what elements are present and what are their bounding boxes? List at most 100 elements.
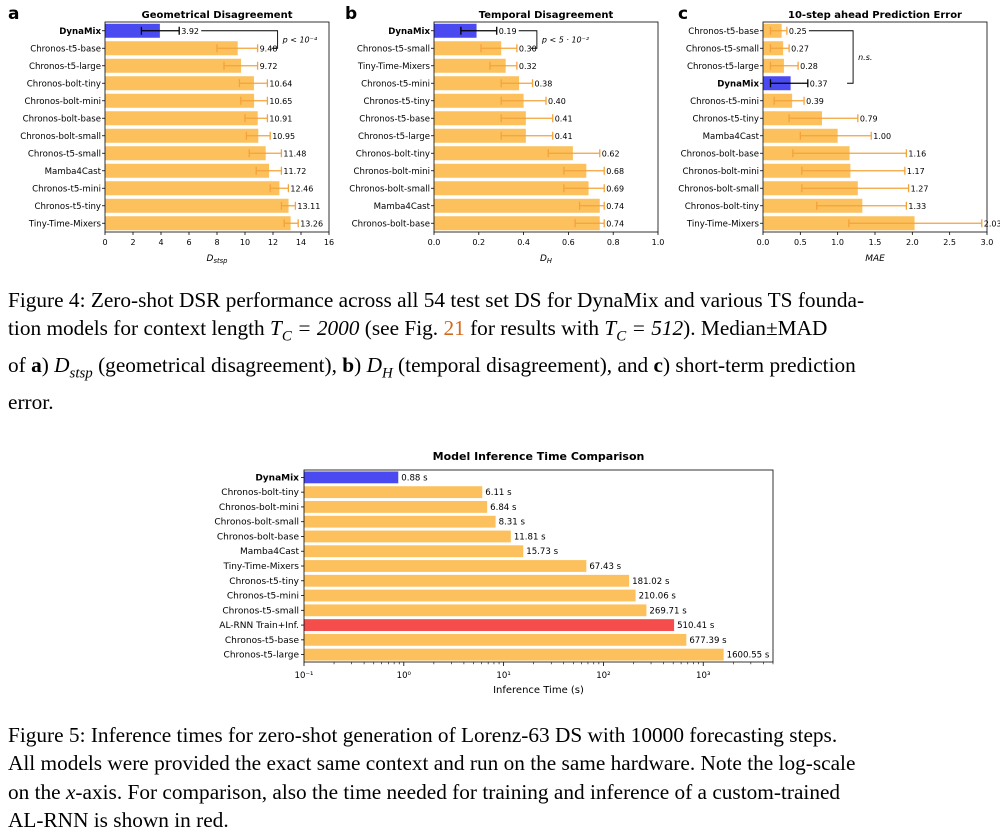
data-label: 6.11 s [485, 488, 512, 498]
axes-frame [303, 469, 774, 663]
data-label: 10.91 [269, 114, 292, 123]
data-label: 8.31 s [499, 518, 526, 528]
bar-chronos-bolt-small [434, 181, 589, 196]
bar-mamba4cast [105, 163, 270, 178]
data-label: 1600.55 s [727, 651, 770, 661]
data-label: 1.27 [911, 184, 929, 193]
data-label: 15.73 s [526, 547, 558, 557]
data-label: 0.38 [535, 79, 553, 88]
data-label: 0.88 s [401, 473, 428, 483]
figure-21-link[interactable]: 21 [443, 316, 465, 341]
data-label: 0.37 [810, 79, 828, 88]
category-label: Chronos-t5-base [359, 114, 430, 124]
x-axis-label: DH [540, 254, 552, 265]
data-label: 1.33 [908, 202, 926, 211]
category-label: Chronos-t5-tiny [229, 577, 299, 587]
significance-bracket [808, 30, 854, 84]
significance-annotation: n.s. [858, 53, 872, 62]
caption-text: tion models for context length [8, 316, 271, 341]
category-label: Chronos-t5-large [29, 62, 101, 72]
data-label: 269.71 s [649, 606, 687, 616]
x-tick-label: 14 [296, 238, 306, 247]
x-tick-label: 8 [214, 238, 219, 247]
bar-tiny-time-mixers [105, 216, 291, 231]
bar-tiny-time-mixers [434, 58, 506, 73]
axes-frame [433, 21, 659, 233]
data-label: 13.26 [300, 219, 323, 228]
category-label: DynaMix [388, 27, 430, 37]
data-label: 10.65 [269, 97, 292, 106]
category-label: Chronos-bolt-small [20, 132, 101, 142]
caption-text: All models were provided the exact same … [8, 751, 856, 776]
category-label: Chronos-bolt-tiny [356, 149, 430, 159]
bar-dynamix [304, 471, 399, 484]
category-label: Chronos-t5-large [358, 132, 430, 142]
figure4-panel-c: c 10-step ahead Prediction Error 0.25 Chron… [678, 4, 1000, 264]
dstsp-symbol: Dstsp [54, 353, 93, 382]
bar-dynamix [434, 23, 477, 38]
bar-tiny-time-mixers [763, 216, 915, 231]
category-label: DynaMix [255, 473, 299, 483]
bar-al-rnn-train-inf- [304, 619, 675, 631]
data-label: 0.25 [789, 27, 807, 36]
category-label: Tiny-Time-Mixers [28, 219, 102, 229]
data-label: 0.62 [602, 149, 620, 158]
tc-2000: TC = 2000 [270, 316, 360, 345]
category-label: Chronos-bolt-tiny [685, 202, 759, 212]
category-label: Mamba4Cast [45, 167, 102, 177]
data-label: 0.27 [791, 44, 809, 53]
bar-chronos-bolt-base [304, 530, 511, 543]
caption-text: Inference times for zero-shot generation… [90, 723, 838, 747]
data-label: 210.06 s [639, 592, 677, 602]
category-label: Tiny-Time-Mixers [222, 562, 299, 572]
significance-annotation: p < 10⁻⁴ [282, 36, 318, 45]
category-label: Chronos-bolt-mini [219, 503, 299, 513]
data-label: 0.79 [860, 114, 878, 123]
category-label: Chronos-bolt-mini [25, 97, 102, 107]
category-label: Chronos-bolt-mini [354, 167, 431, 177]
x-tick-label: 0.2 [472, 238, 485, 247]
category-label: Chronos-t5-small [28, 149, 101, 159]
data-label: 10.64 [269, 79, 292, 88]
x-tick-label: 3.0 [981, 238, 994, 247]
x-axis-label: MAE [865, 254, 885, 264]
category-label: Chronos-bolt-base [217, 532, 300, 542]
category-label: Tiny-Time-Mixers [357, 62, 431, 72]
data-label: 10.95 [272, 132, 295, 141]
category-label: Chronos-bolt-small [678, 184, 759, 194]
x-tick-label: 0.8 [607, 238, 620, 247]
category-label: Chronos-t5-mini [227, 592, 299, 602]
bar-chronos-bolt-mini [434, 163, 587, 178]
x-tick-label: 10 [240, 238, 250, 247]
x-tick-label: 0.0 [757, 238, 770, 247]
category-label: Chronos-t5-base [688, 27, 759, 37]
caption-text: ). Median±MAD [683, 316, 828, 341]
x-tick-label: 10² [596, 671, 610, 681]
bar-chronos-bolt-base [434, 216, 600, 231]
bar-chronos-t5-small [304, 604, 647, 617]
x-tick-label: 2.0 [906, 238, 919, 247]
panel-b-ref: b [342, 353, 355, 378]
caption-text: AL-RNN is shown in red. [8, 808, 229, 833]
category-label: Chronos-t5-small [222, 606, 299, 616]
category-label: Chronos-bolt-tiny [221, 488, 299, 498]
x-tick-label: 0.4 [517, 238, 530, 247]
data-label: 0.30 [519, 44, 537, 53]
bar-chronos-bolt-tiny [434, 146, 573, 161]
data-label: 13.11 [297, 202, 320, 211]
data-label: 1.16 [908, 149, 926, 158]
data-label: 6.84 s [490, 503, 517, 513]
bar-chronos-bolt-mini [105, 93, 255, 108]
x-tick-label: 0.0 [428, 238, 441, 247]
category-label: Chronos-t5-small [686, 44, 759, 54]
bar-chronos-t5-large [304, 648, 724, 661]
bar-chronos-t5-tiny [304, 574, 630, 587]
panel-letter: b [345, 4, 357, 24]
x-symbol: x [65, 779, 76, 804]
category-label: Chronos-t5-mini [361, 79, 430, 89]
x-tick-label: 12 [268, 238, 278, 247]
data-label: 0.28 [800, 62, 818, 71]
bar-chronos-t5-tiny [105, 198, 289, 213]
x-tick-label: 1.0 [831, 238, 844, 247]
